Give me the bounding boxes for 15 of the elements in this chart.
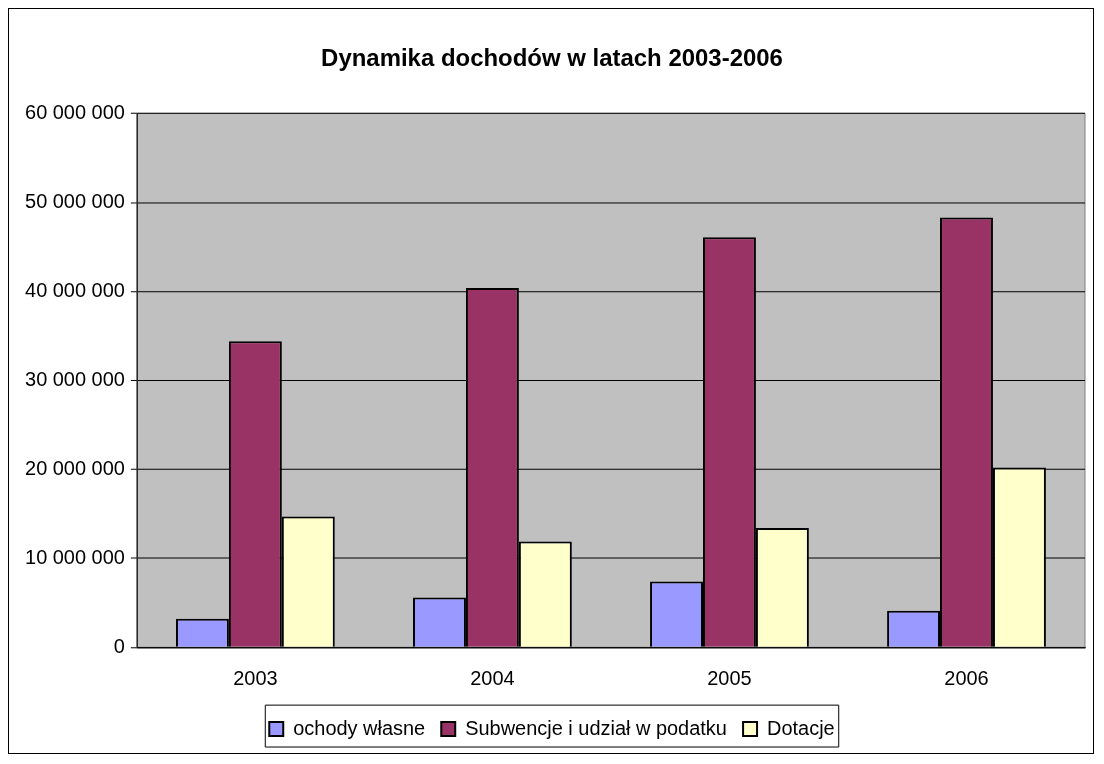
y-tick-label: 0 (113, 634, 125, 657)
legend-label: Subwencje i udział w podatku (465, 716, 727, 739)
legend-label: Dotacje (767, 716, 835, 739)
y-tick-label: 60 000 000 (25, 101, 125, 124)
y-tick-label: 20 000 000 (25, 456, 125, 479)
chart-title: Dynamika dochodów w latach 2003-2006 (321, 43, 783, 71)
y-tick-label: 30 000 000 (25, 367, 125, 390)
x-tick-label: 2004 (470, 666, 515, 689)
x-tick-label: 2003 (233, 666, 278, 689)
legend-label: ochody własne (293, 716, 426, 739)
x-tick-label: 2005 (707, 666, 752, 689)
x-tick-label: 2006 (944, 666, 989, 689)
y-tick-label: 40 000 000 (25, 278, 125, 301)
y-tick-label: 50 000 000 (25, 189, 125, 212)
y-tick-label: 10 000 000 (25, 545, 125, 568)
